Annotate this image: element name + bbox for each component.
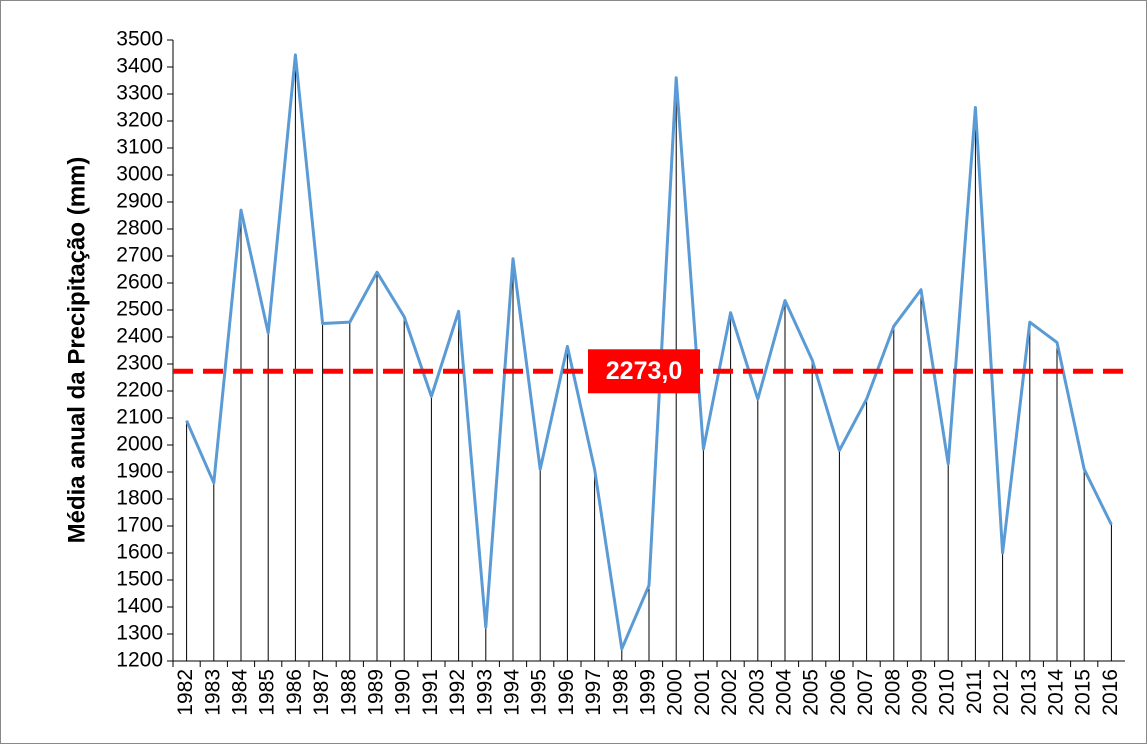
y-tick-label: 3100	[116, 136, 163, 159]
y-axis-label: Média anual da Precipitação (mm)	[63, 157, 90, 544]
y-tick-label: 1300	[116, 622, 163, 645]
x-tick-label: 1998	[609, 669, 632, 716]
x-tick-label: 2002	[718, 669, 741, 716]
x-tick-label: 1982	[174, 669, 197, 716]
x-tick-label: 2012	[990, 669, 1013, 716]
x-tick-label: 1994	[501, 669, 524, 716]
y-tick-label: 2300	[116, 352, 163, 375]
y-tick-label: 1500	[116, 568, 163, 591]
y-tick-label: 1700	[116, 514, 163, 537]
mean-label: 2273,0	[606, 357, 682, 385]
x-tick-label: 2011	[963, 669, 986, 714]
y-tick-label: 2600	[116, 271, 163, 294]
y-tick-label: 2500	[116, 298, 163, 321]
x-tick-label: 2003	[745, 669, 768, 716]
y-tick-label: 2800	[116, 217, 163, 240]
x-tick-label: 1984	[229, 669, 252, 716]
x-tick-label: 2009	[909, 669, 932, 716]
y-tick-label: 1800	[116, 487, 163, 510]
x-tick-label: 2007	[854, 669, 877, 716]
x-tick-label: 2015	[1072, 669, 1095, 716]
mean-label-box	[588, 349, 700, 394]
x-tick-label: 2006	[827, 669, 850, 716]
x-tick-label: 1992	[446, 669, 469, 716]
x-tick-label: 2004	[773, 669, 796, 716]
x-tick-label: 2008	[881, 669, 904, 716]
y-tick-label: 1600	[116, 541, 163, 564]
y-tick-label: 2900	[116, 190, 163, 213]
x-tick-label: 1995	[528, 669, 551, 716]
x-tick-label: 1989	[365, 669, 388, 716]
x-tick-label: 2016	[1099, 669, 1122, 716]
y-tick-label: 3500	[116, 28, 163, 51]
y-tick-label: 3200	[116, 109, 163, 132]
x-tick-label: 1996	[555, 669, 578, 716]
x-tick-label: 2014	[1045, 669, 1068, 716]
y-tick-label: 2100	[116, 406, 163, 429]
x-tick-label: 1986	[283, 669, 306, 716]
x-tick-label: 2001	[691, 669, 714, 716]
y-tick-label: 2000	[116, 433, 163, 456]
y-tick-label: 2200	[116, 379, 163, 402]
x-tick-label: 1990	[392, 669, 415, 716]
y-tick-label: 2700	[116, 244, 163, 267]
y-tick-label: 3000	[116, 163, 163, 186]
x-tick-label: 1988	[337, 669, 360, 716]
x-tick-label: 1999	[637, 669, 660, 716]
x-tick-label: 1983	[201, 669, 224, 716]
x-tick-label: 2000	[664, 669, 687, 716]
x-tick-label: 1993	[473, 669, 496, 716]
y-tick-label: 1900	[116, 460, 163, 483]
y-tick-label: 1200	[116, 649, 163, 672]
y-tick-label: 1400	[116, 595, 163, 618]
series-line	[185, 53, 1113, 651]
x-tick-label: 1997	[582, 669, 605, 716]
x-tick-label: 2013	[1017, 669, 1040, 716]
x-tick-label: 1991	[419, 669, 442, 716]
y-tick-label: 2400	[116, 325, 163, 348]
x-tick-label: 1987	[310, 669, 333, 716]
y-tick-label: 3400	[116, 55, 163, 78]
x-tick-label: 2005	[800, 669, 823, 716]
x-tick-label: 2010	[936, 669, 959, 716]
x-tick-label: 1985	[256, 669, 279, 716]
y-tick-label: 3300	[116, 82, 163, 105]
